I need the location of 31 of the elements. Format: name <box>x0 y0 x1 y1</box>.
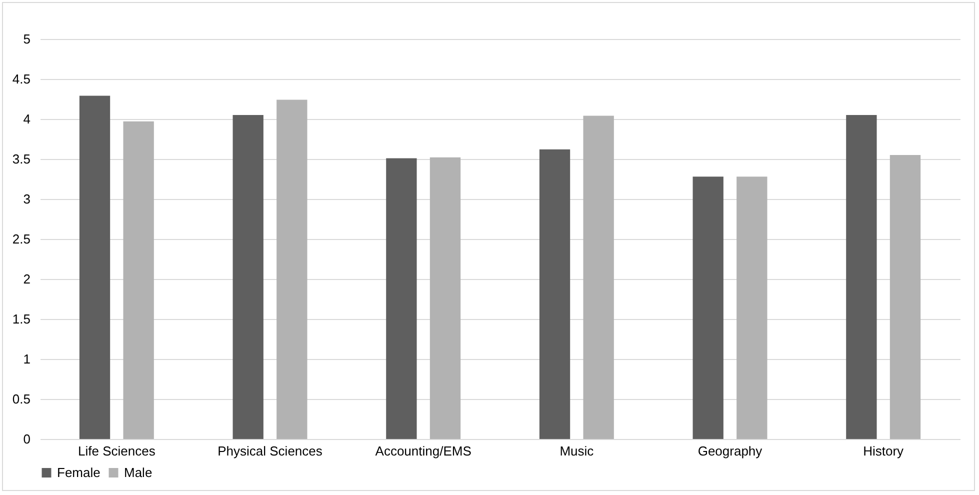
y-tick-label: 4 <box>23 112 30 126</box>
legend-label: Male <box>124 464 152 480</box>
bar <box>123 121 154 439</box>
x-tick-label: Music <box>560 444 594 458</box>
y-tick-label: 5 <box>23 32 30 46</box>
x-tick-label: Physical Sciences <box>218 444 323 458</box>
y-tick-label: 1.5 <box>12 312 30 326</box>
x-tick-label: Accounting/EMS <box>375 444 472 458</box>
bar <box>430 157 461 439</box>
bar <box>232 115 264 439</box>
bar <box>539 149 570 439</box>
bar <box>846 115 877 439</box>
bar <box>692 176 724 439</box>
bar <box>386 158 417 439</box>
bar <box>583 116 614 439</box>
x-tick-label: History <box>863 444 904 458</box>
legend-label: Female <box>57 464 100 480</box>
bar <box>79 96 110 439</box>
y-tick-label: 4.5 <box>12 72 30 86</box>
bar <box>890 155 921 439</box>
bar <box>276 100 308 439</box>
y-tick-label: 2.5 <box>12 232 30 246</box>
y-tick-label: 0 <box>23 432 30 446</box>
bar <box>736 176 768 439</box>
y-tick-label: 3 <box>23 192 30 206</box>
y-tick-label: 3.5 <box>12 152 30 166</box>
y-tick-label: 2 <box>23 272 30 286</box>
x-tick-label: Geography <box>698 444 763 458</box>
y-tick-label: 0.5 <box>12 392 30 406</box>
y-tick-label: 1 <box>23 352 30 366</box>
x-tick-label: Life Sciences <box>78 444 156 458</box>
